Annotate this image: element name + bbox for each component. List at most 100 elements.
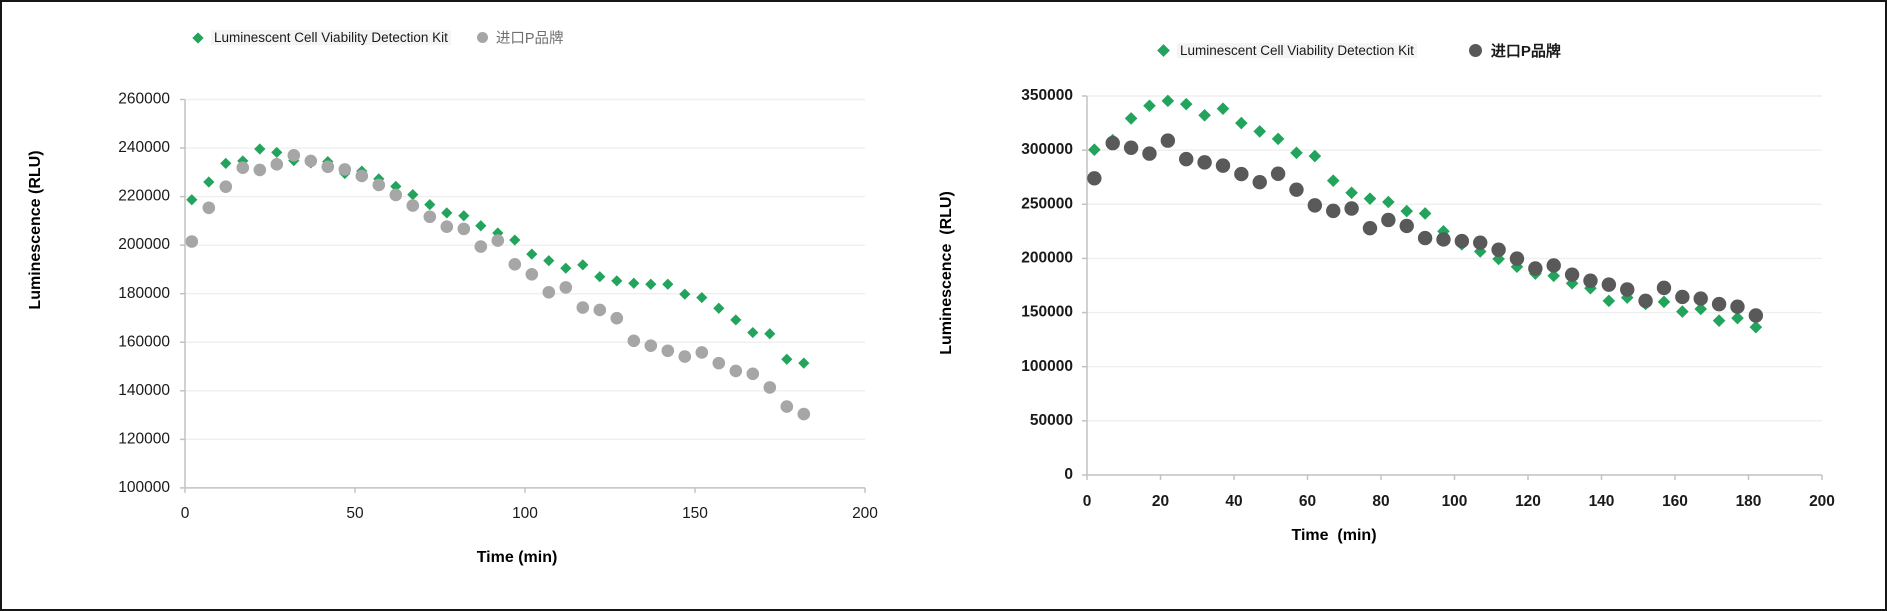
data-point-circle	[1748, 308, 1764, 323]
data-point-diamond	[1400, 204, 1414, 218]
data-point-diamond	[1363, 192, 1377, 205]
x-tick-label: 160	[1662, 493, 1688, 510]
left-legend-label-kit: Luminescent Cell Viability Detection Kit	[211, 30, 451, 45]
data-point-circle	[1197, 155, 1212, 170]
data-point-circle	[491, 234, 505, 247]
gray-circle-icon	[476, 32, 488, 43]
data-point-circle	[610, 311, 624, 325]
data-point-circle	[678, 350, 692, 363]
y-tick-label: 0	[1064, 466, 1073, 483]
green-diamond-icon	[1157, 44, 1170, 57]
left-legend-item-brand: 进口P品牌	[476, 27, 564, 48]
data-point-circle	[185, 235, 199, 248]
y-tick-label: 200000	[1021, 250, 1073, 267]
data-point-diamond	[509, 234, 521, 246]
y-tick-label: 220000	[118, 188, 170, 205]
data-point-circle	[1436, 232, 1451, 247]
data-point-diamond	[1253, 125, 1267, 138]
data-point-circle	[355, 169, 369, 183]
data-point-diamond	[1712, 314, 1726, 327]
y-tick-label: 300000	[1021, 141, 1073, 158]
data-point-circle	[780, 400, 794, 413]
data-point-circle	[1307, 198, 1323, 213]
x-tick-label: 120	[1515, 493, 1541, 510]
y-tick-label: 260000	[118, 91, 170, 108]
y-tick-label: 100000	[118, 479, 170, 496]
x-tick-label: 40	[1225, 493, 1242, 510]
right-legend-item-brand: 进口P品牌	[1468, 40, 1561, 61]
data-point-circle	[389, 188, 403, 202]
data-point-circle	[1638, 293, 1653, 309]
data-point-circle	[729, 364, 743, 378]
data-point-circle	[1289, 182, 1304, 197]
data-point-diamond	[781, 353, 793, 365]
data-point-circle	[763, 381, 777, 394]
data-point-diamond	[560, 262, 572, 274]
right-legend-item-kit: Luminescent Cell Viability Detection Kit	[1157, 43, 1417, 58]
data-point-diamond	[526, 248, 538, 260]
data-point-circle	[1381, 212, 1396, 228]
data-point-diamond	[1602, 294, 1616, 308]
data-point-circle	[712, 356, 726, 370]
data-point-circle	[1675, 289, 1690, 305]
data-point-diamond	[390, 180, 402, 193]
data-point-circle	[304, 154, 318, 168]
right-chart: 0 50000 100000 150000 200000 250000 300000 3500…	[1021, 87, 1835, 510]
data-point-diamond	[254, 143, 266, 155]
data-point-circle	[1711, 296, 1727, 312]
data-point-circle	[1601, 277, 1617, 292]
x-tick-label: 80	[1372, 493, 1389, 510]
data-point-circle	[1105, 135, 1120, 151]
left-chart-legend: Luminescent Cell Viability Detection Kit…	[192, 27, 564, 48]
data-point-circle	[1142, 146, 1157, 161]
x-tick-label: 100	[1442, 493, 1468, 510]
data-point-diamond	[407, 189, 419, 201]
data-point-circle	[457, 222, 471, 236]
data-point-diamond	[1676, 305, 1689, 318]
data-point-diamond	[475, 220, 487, 232]
data-point-diamond	[594, 271, 606, 283]
x-tick-label: 20	[1152, 493, 1169, 510]
data-point-diamond	[662, 278, 674, 290]
data-point-diamond	[1382, 195, 1395, 209]
data-point-circle	[474, 240, 488, 253]
y-tick-label: 200000	[118, 236, 170, 253]
data-point-circle	[1344, 201, 1359, 216]
data-point-circle	[525, 267, 539, 281]
dark-gray-circle-icon	[1468, 44, 1482, 57]
data-point-diamond	[628, 277, 640, 289]
data-point-circle	[1362, 221, 1378, 236]
data-point-diamond	[1179, 97, 1193, 111]
right-legend-label-kit: Luminescent Cell Viability Detection Kit	[1177, 43, 1417, 58]
data-point-diamond	[1345, 186, 1358, 200]
data-point-circle	[1123, 140, 1139, 155]
data-point-circle	[423, 210, 437, 224]
data-point-diamond	[220, 157, 232, 169]
data-point-diamond	[1290, 146, 1303, 160]
data-point-circle	[695, 346, 709, 359]
y-tick-label: 120000	[118, 430, 170, 447]
right-x-axis-title: Time (min)	[1291, 527, 1377, 544]
data-point-diamond	[1326, 174, 1340, 187]
data-point-diamond	[1124, 112, 1138, 125]
data-point-diamond	[1657, 295, 1671, 309]
data-point-circle	[372, 178, 386, 192]
data-point-diamond	[1731, 311, 1744, 325]
data-point-circle	[1252, 174, 1267, 190]
x-tick-label: 0	[1083, 493, 1092, 510]
data-point-diamond	[679, 288, 691, 300]
data-point-circle	[1528, 261, 1543, 276]
left-x-axis-title: Time (min)	[476, 549, 558, 566]
data-point-circle	[627, 334, 641, 348]
x-tick-label: 60	[1299, 493, 1316, 510]
data-point-circle	[1730, 299, 1745, 314]
data-point-diamond	[458, 210, 470, 222]
data-point-circle	[338, 163, 352, 176]
data-point-circle	[219, 180, 233, 193]
data-point-circle	[542, 285, 556, 299]
left-legend-item-kit: Luminescent Cell Viability Detection Kit	[192, 30, 451, 45]
data-point-circle	[1270, 166, 1286, 181]
data-point-circle	[1473, 235, 1488, 250]
data-point-diamond	[1308, 149, 1322, 163]
